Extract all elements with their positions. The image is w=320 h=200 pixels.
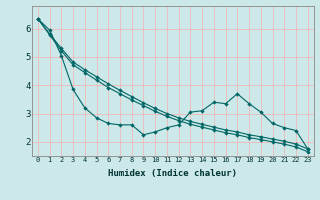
X-axis label: Humidex (Indice chaleur): Humidex (Indice chaleur) [108, 169, 237, 178]
